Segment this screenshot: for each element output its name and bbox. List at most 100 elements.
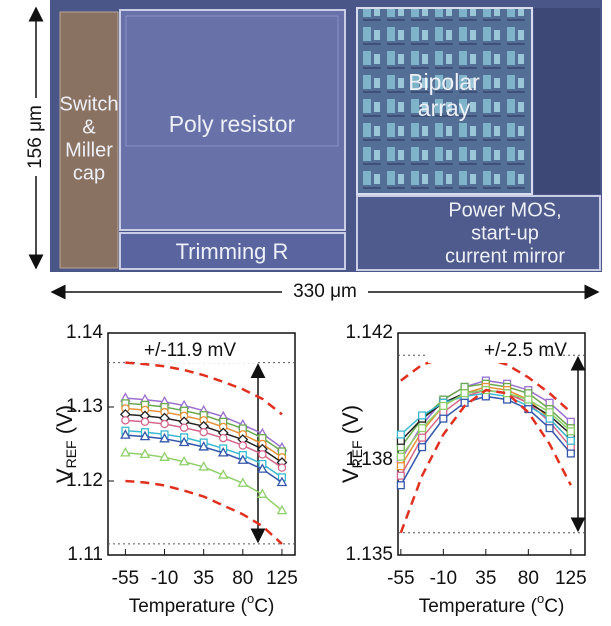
y-label: VREF (V) (52, 405, 79, 483)
right-block (534, 8, 600, 194)
annotation: +/-2.5 mV (484, 340, 567, 361)
marker (276, 476, 288, 487)
y-label: VREF (V) (338, 405, 365, 483)
bipolar-label: array (418, 95, 471, 121)
poly-detail (125, 15, 339, 147)
marker (418, 443, 427, 452)
y-label-main: V (52, 468, 77, 483)
marker (276, 504, 288, 515)
bound-curve (125, 361, 283, 416)
marker (566, 427, 575, 436)
marker (198, 441, 209, 451)
marker (396, 462, 405, 471)
y-label-main: V (338, 468, 363, 483)
annotation-bg (428, 339, 546, 363)
marker (139, 448, 151, 459)
marker (257, 463, 268, 473)
height-label-bg (24, 98, 48, 176)
marker (418, 433, 427, 442)
marker (396, 452, 405, 461)
marker (199, 427, 208, 437)
marker (237, 477, 249, 487)
x-tick-label: 125 (555, 568, 587, 589)
switch-block (59, 11, 119, 269)
y-tick-label: 1.13 (66, 396, 103, 417)
x-tick-label: 35 (193, 568, 214, 589)
poly-block (119, 9, 346, 231)
power-label: current mirror (445, 245, 565, 267)
marker (439, 401, 448, 410)
marker (524, 395, 533, 404)
x-label-text: Temperature ( (129, 596, 248, 617)
marker (418, 424, 427, 433)
x-label-sup: o (247, 591, 254, 606)
marker (460, 389, 469, 398)
marker (120, 429, 131, 439)
marker (217, 469, 229, 479)
x-label-sup: o (537, 591, 544, 606)
power-label: start-up (471, 222, 539, 244)
y-tick-label: 1.14 (66, 322, 103, 343)
width-label: 330 μm (293, 281, 357, 302)
y-label-sub: REF (349, 440, 365, 468)
marker (237, 454, 249, 464)
switch-label: & (82, 116, 96, 138)
bound-curve (125, 479, 283, 545)
x-tick-label: 35 (475, 568, 496, 589)
marker (396, 481, 405, 490)
marker (217, 447, 229, 457)
x-label-text: Temperature ( (419, 596, 538, 617)
marker (566, 436, 575, 445)
x-tick-label: 125 (266, 568, 298, 589)
x-tick-label: 80 (518, 568, 539, 589)
power-label: Power MOS, (448, 199, 561, 221)
y-tick-label: 1.135 (345, 544, 393, 565)
marker (218, 433, 228, 443)
x-label: Temperature (oC) (419, 591, 565, 617)
x-label-end: C) (544, 596, 564, 617)
marker (121, 416, 130, 425)
marker (140, 417, 150, 427)
y-tick-label: 1.12 (66, 470, 103, 491)
switch-label: Switch (60, 93, 119, 115)
marker (159, 451, 170, 461)
y-label-unit: (V) (338, 405, 363, 440)
x-tick-label: -55 (387, 568, 414, 589)
bipolar-block (356, 7, 533, 195)
bipolar-label: Bipolar (408, 69, 480, 95)
die: Switch & Miller cap Poly resistor Bipola… (50, 0, 602, 272)
marker (545, 424, 554, 433)
x-label-end: C) (254, 596, 274, 617)
power-block (356, 195, 601, 271)
x-tick-label: -10 (151, 568, 178, 589)
bound-curve (399, 388, 572, 534)
poly-label: Poly resistor (169, 111, 296, 137)
marker (396, 430, 405, 439)
marker (178, 436, 190, 447)
height-label: 156 μm (25, 105, 46, 169)
trim-label: Trimming R (176, 239, 289, 264)
marker (238, 441, 248, 450)
y-label-sub: REF (63, 440, 79, 468)
marker (139, 430, 151, 441)
switch-label: cap (73, 162, 105, 184)
marker (277, 463, 287, 472)
y-tick-label: 1.142 (345, 322, 393, 343)
marker (258, 450, 267, 459)
switch-label: Miller (65, 139, 113, 161)
x-tick-label: 80 (232, 568, 253, 589)
annotation: +/-11.9 mV (144, 340, 236, 361)
marker (160, 419, 169, 429)
x-tick-label: -10 (430, 568, 457, 589)
marker (566, 449, 575, 458)
marker (396, 471, 405, 480)
y-tick-label: 1.138 (345, 449, 393, 470)
marker (545, 408, 554, 417)
marker (418, 411, 427, 420)
marker (198, 461, 209, 471)
marker (257, 488, 268, 498)
width-label-bg (282, 280, 368, 304)
trim-block (119, 232, 346, 270)
